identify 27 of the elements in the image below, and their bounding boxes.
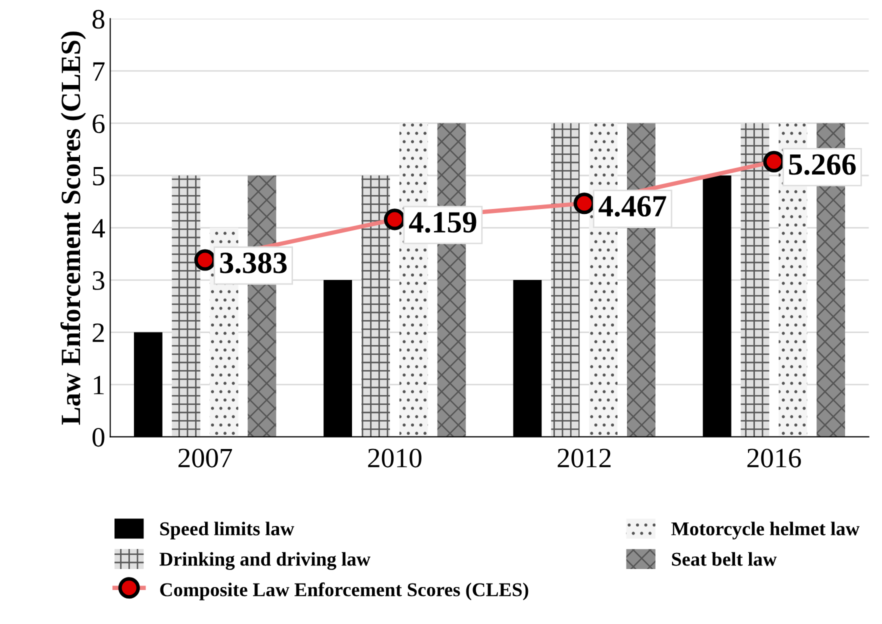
bar	[362, 176, 390, 437]
legend-label: Speed limits law	[160, 522, 294, 540]
legend-label: Motorcycle helmet law	[671, 522, 860, 540]
y-tick-label: 6	[92, 114, 105, 134]
x-tick-label: 2010	[368, 448, 422, 468]
y-axis-title: Law Enforcement Scores (CLES)	[60, 32, 86, 425]
y-tick-label: 5	[93, 166, 104, 186]
data-label: 3.383	[220, 252, 287, 274]
y-tick-label: 7	[93, 62, 105, 81]
data-label: 4.159	[409, 212, 476, 233]
y-tick-label: 8	[92, 10, 104, 29]
y-tick-label: 3	[92, 271, 104, 290]
x-tick-label: 2016	[747, 448, 801, 468]
legend-label: Composite Law Enforcement Scores (CLES)	[160, 582, 528, 600]
y-tick-label: 2	[92, 324, 104, 342]
legend-label: Seat belt law	[672, 552, 777, 566]
bar	[551, 123, 580, 437]
y-tick-label: 4	[92, 219, 105, 238]
x-tick-label: 2012	[558, 448, 611, 468]
legend-label: Drinking and driving law	[160, 552, 370, 570]
bar	[172, 176, 200, 437]
bar	[740, 123, 770, 437]
y-tick-label: 1	[94, 376, 104, 394]
y-tick-label: 0	[92, 428, 104, 447]
data-label: 4.467	[598, 196, 666, 217]
x-tick-label: 2007	[178, 448, 232, 468]
data-label: 5.266	[789, 154, 856, 175]
